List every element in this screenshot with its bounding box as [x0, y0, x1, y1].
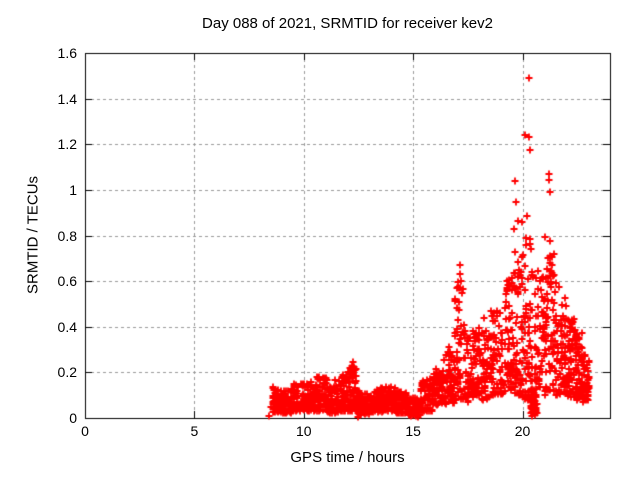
y-tick-label: 0: [69, 410, 77, 426]
chart-title: Day 088 of 2021, SRMTID for receiver kev…: [202, 15, 493, 32]
y-tick-label: 0.8: [57, 227, 77, 244]
x-tick-label: 10: [295, 423, 312, 439]
x-tick-label: 15: [405, 423, 421, 439]
y-tick-label: 0.4: [57, 318, 77, 335]
y-tick-label: 0.6: [57, 273, 77, 290]
y-tick-label: 1.6: [57, 45, 77, 61]
y-tick-label: 1: [69, 181, 77, 198]
x-tick-label: 20: [514, 423, 531, 439]
x-tick-label: 5: [190, 423, 199, 439]
x-tick-label: 0: [81, 423, 89, 439]
x-axis-title: GPS time / hours: [290, 449, 405, 466]
y-tick-label: 0.2: [57, 364, 77, 381]
y-tick-label: 1.2: [57, 136, 77, 153]
y-tick-label: 1.4: [57, 90, 77, 107]
